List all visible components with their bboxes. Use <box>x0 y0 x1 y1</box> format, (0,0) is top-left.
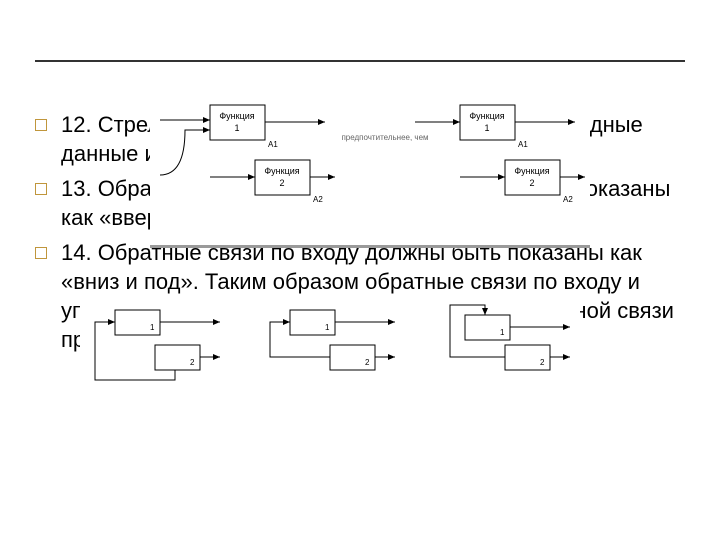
title-divider <box>35 60 685 62</box>
bullet-icon <box>35 119 47 131</box>
svg-text:А2: А2 <box>313 195 323 204</box>
diagram-svg-1: Функция 1 А1 Функция 2 А2 предпочтительн… <box>150 85 590 245</box>
svg-text:1: 1 <box>484 123 489 133</box>
svg-text:А1: А1 <box>518 140 528 149</box>
svg-text:2: 2 <box>540 358 545 367</box>
svg-text:1: 1 <box>500 328 505 337</box>
svg-text:2: 2 <box>365 358 370 367</box>
diagram-feedback: 1 2 1 2 1 2 <box>80 300 580 390</box>
svg-text:2: 2 <box>529 178 534 188</box>
svg-text:1: 1 <box>234 123 239 133</box>
svg-text:предпочтительнее, чем: предпочтительнее, чем <box>341 133 428 142</box>
svg-text:А2: А2 <box>563 195 573 204</box>
svg-text:А1: А1 <box>268 140 278 149</box>
svg-text:1: 1 <box>150 323 155 332</box>
svg-text:2: 2 <box>190 358 195 367</box>
diagram-preference: Функция 1 А1 Функция 2 А2 предпочтительн… <box>150 85 590 248</box>
diagram-svg-2: 1 2 1 2 1 2 <box>80 300 580 390</box>
svg-text:2: 2 <box>279 178 284 188</box>
bullet-icon <box>35 183 47 195</box>
svg-text:Функция: Функция <box>514 166 549 176</box>
svg-text:1: 1 <box>325 323 330 332</box>
bullet-icon <box>35 247 47 259</box>
svg-text:Функция: Функция <box>469 111 504 121</box>
svg-text:Функция: Функция <box>264 166 299 176</box>
svg-text:Функция: Функция <box>219 111 254 121</box>
